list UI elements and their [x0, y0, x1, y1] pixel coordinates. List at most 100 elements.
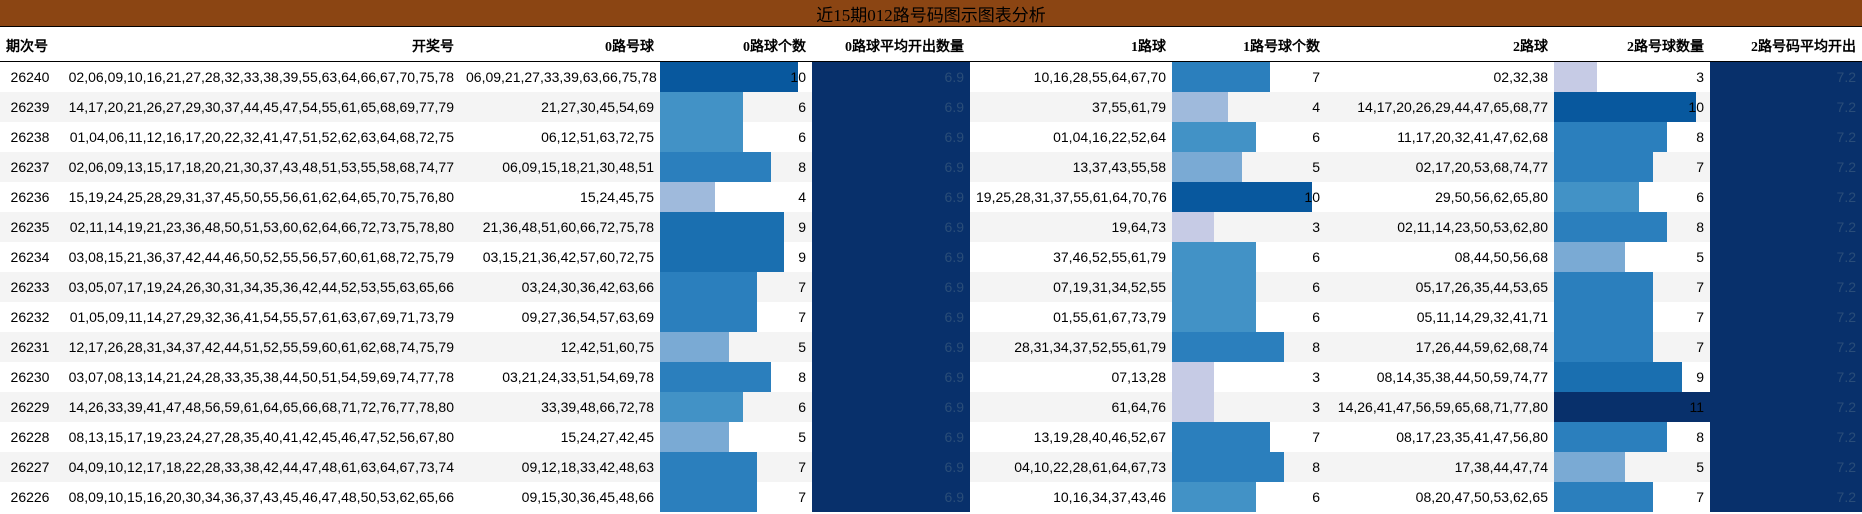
road0-avg-cell: 6.9: [812, 242, 970, 272]
table-row: 26236 15,19,24,25,28,29,31,37,45,50,55,56…: [0, 182, 1862, 212]
road2-count-cell-value: 5: [1696, 459, 1704, 475]
road1-count-cell-bar: [1172, 482, 1256, 512]
road2-balls-cell: 17,26,44,59,62,68,74: [1326, 332, 1554, 362]
road1-count-cell: 5: [1172, 152, 1326, 182]
road0-avg-cell: 6.9: [812, 422, 970, 452]
road1-count-cell-value: 3: [1312, 399, 1320, 415]
road2-balls-cell: 02,11,14,23,50,53,62,80: [1326, 212, 1554, 242]
draw-cell: 01,05,09,11,14,27,29,32,36,41,54,55,57,6…: [60, 302, 460, 332]
road2-count-cell-value: 7: [1696, 309, 1704, 325]
road1-count-cell: 6: [1172, 242, 1326, 272]
table-body: 26240 02,06,09,10,16,21,27,28,32,33,38,39…: [0, 61, 1862, 512]
road0-count-cell: 9: [660, 212, 812, 242]
road2-count-cell: 5: [1554, 242, 1710, 272]
road1-count-cell-bar: [1172, 182, 1312, 212]
road1-balls-cell: 37,46,52,55,61,79: [970, 242, 1172, 272]
road2-balls-cell: 08,44,50,56,68: [1326, 242, 1554, 272]
road1-count-cell-bar: [1172, 122, 1256, 152]
period-cell: 26240: [0, 61, 60, 92]
road2-count-cell-value: 9: [1696, 369, 1704, 385]
draw-cell: 03,07,08,13,14,21,24,28,33,35,38,44,50,5…: [60, 362, 460, 392]
road1-count-cell: 4: [1172, 92, 1326, 122]
road0-balls-cell: 06,09,15,18,21,30,48,51: [460, 152, 660, 182]
road1-count-cell: 6: [1172, 272, 1326, 302]
road2-count-cell-value: 7: [1696, 159, 1704, 175]
road1-count-cell-bar: [1172, 92, 1228, 122]
road2-balls-cell: 17,38,44,47,74: [1326, 452, 1554, 482]
road2-count-cell-value: 8: [1696, 129, 1704, 145]
road1-count-cell-value: 8: [1312, 339, 1320, 355]
road0-count-cell: 7: [660, 272, 812, 302]
road1-count-cell-bar: [1172, 152, 1242, 182]
road0-count-cell: 10: [660, 61, 812, 92]
road2-count-cell-bar: [1554, 362, 1682, 392]
road1-count-cell-value: 6: [1312, 489, 1320, 505]
road1-balls-cell: 07,13,28: [970, 362, 1172, 392]
road2-count-cell: 7: [1554, 482, 1710, 512]
road2-avg-cell: 7.2: [1710, 61, 1862, 92]
road1-count-cell-bar: [1172, 362, 1214, 392]
road2-count-cell-value: 6: [1696, 189, 1704, 205]
road0-count-cell: 5: [660, 332, 812, 362]
road2-avg-cell: 7.2: [1710, 422, 1862, 452]
road0-count-cell-bar: [660, 242, 785, 272]
road2-avg-cell: 7.2: [1710, 152, 1862, 182]
road2-avg-cell: 7.2: [1710, 362, 1862, 392]
road1-count-cell: 6: [1172, 482, 1326, 512]
road1-count-cell: 3: [1172, 392, 1326, 422]
road1-balls-cell: 10,16,34,37,43,46: [970, 482, 1172, 512]
table-row: 26233 03,05,07,17,19,24,26,30,31,34,35,36…: [0, 272, 1862, 302]
period-cell: 26236: [0, 182, 60, 212]
table-row: 26237 02,06,09,13,15,17,18,20,21,30,37,43…: [0, 152, 1862, 182]
road0-count-cell-value: 6: [798, 399, 806, 415]
road1-balls-cell: 28,31,34,37,52,55,61,79: [970, 332, 1172, 362]
road0-count-cell-bar: [660, 272, 757, 302]
road2-avg-cell: 7.2: [1710, 122, 1862, 152]
road1-balls-cell: 13,37,43,55,58: [970, 152, 1172, 182]
road2-count-cell-value: 5: [1696, 249, 1704, 265]
road1-count-cell-bar: [1172, 62, 1270, 92]
road2-count-cell: 8: [1554, 422, 1710, 452]
road2-balls-cell: 14,26,41,47,56,59,65,68,71,77,80: [1326, 392, 1554, 422]
road1-count-cell-value: 4: [1312, 99, 1320, 115]
road1-count-cell-bar: [1172, 422, 1270, 452]
road2-balls-cell: 02,17,20,53,68,74,77: [1326, 152, 1554, 182]
road1-count-cell-bar: [1172, 392, 1214, 422]
road1-count-cell: 6: [1172, 122, 1326, 152]
road2-balls-cell: 05,11,14,29,32,41,71: [1326, 302, 1554, 332]
road2-balls-cell: 08,20,47,50,53,62,65: [1326, 482, 1554, 512]
road1-count-cell-value: 5: [1312, 159, 1320, 175]
table-row: 26240 02,06,09,10,16,21,27,28,32,33,38,39…: [0, 61, 1862, 92]
period-cell: 26232: [0, 302, 60, 332]
road1-count-cell: 10: [1172, 182, 1326, 212]
road0-balls-cell: 09,27,36,54,57,63,69: [460, 302, 660, 332]
road2-balls-cell: 29,50,56,62,65,80: [1326, 182, 1554, 212]
road2-avg-cell: 7.2: [1710, 392, 1862, 422]
road2-balls-cell: 08,14,35,38,44,50,59,74,77: [1326, 362, 1554, 392]
road2-balls-cell: 14,17,20,26,29,44,47,65,68,77: [1326, 92, 1554, 122]
road1-count-cell-value: 3: [1312, 219, 1320, 235]
road0-balls-cell: 09,15,30,36,45,48,66: [460, 482, 660, 512]
road0-count-cell-value: 6: [798, 99, 806, 115]
road2-avg-cell: 7.2: [1710, 452, 1862, 482]
road1-balls-cell: 37,55,61,79: [970, 92, 1172, 122]
road2-count-cell: 8: [1554, 212, 1710, 242]
road2-count-cell-bar: [1554, 152, 1654, 182]
draw-cell: 15,19,24,25,28,29,31,37,45,50,55,56,61,6…: [60, 182, 460, 212]
road0-balls-cell: 06,09,21,27,33,39,63,66,75,78: [460, 61, 660, 92]
road2-balls-cell: 05,17,26,35,44,53,65: [1326, 272, 1554, 302]
road0-count-cell: 7: [660, 482, 812, 512]
road2-count-cell-value: 3: [1696, 69, 1704, 85]
road1-count-cell-value: 10: [1304, 189, 1320, 205]
road1-count-cell: 7: [1172, 61, 1326, 92]
road2-count-cell: 5: [1554, 452, 1710, 482]
road0-avg-cell: 6.9: [812, 182, 970, 212]
road0-balls-cell: 15,24,45,75: [460, 182, 660, 212]
road0-balls-cell: 06,12,51,63,72,75: [460, 122, 660, 152]
road0-count-cell: 8: [660, 152, 812, 182]
road0-count-cell-value: 9: [798, 249, 806, 265]
period-cell: 26235: [0, 212, 60, 242]
road2-count-cell-value: 11: [1689, 399, 1704, 415]
road0-count-cell-value: 7: [798, 489, 806, 505]
road0-count-cell-bar: [660, 62, 799, 92]
